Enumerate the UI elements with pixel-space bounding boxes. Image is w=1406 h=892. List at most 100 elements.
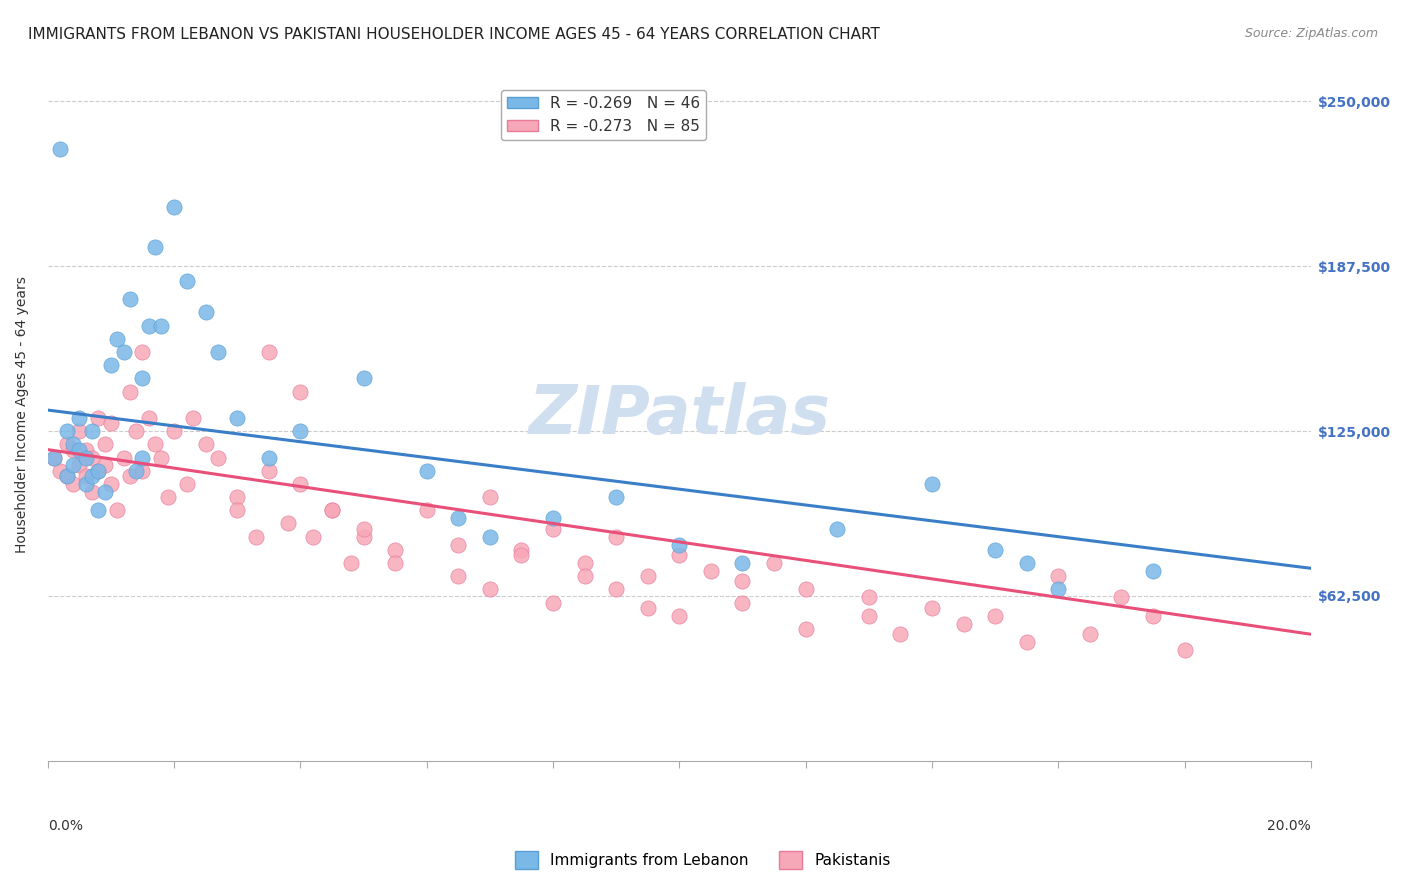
Point [700, 564, 723, 578]
Point [510, 548, 533, 562]
Point [384, 556, 406, 570]
Point [353, 371, 375, 385]
Point [353, 530, 375, 544]
Point [176, 476, 198, 491]
Point [118, 384, 141, 399]
Point [93, 437, 115, 451]
Point [49, 142, 72, 156]
Point [75, 450, 97, 465]
Point [105, 503, 128, 517]
Point [668, 548, 690, 562]
Point [1047, 582, 1070, 597]
Point [290, 476, 312, 491]
Point [353, 522, 375, 536]
Point [478, 490, 501, 504]
Point [541, 511, 564, 525]
Point [67, 458, 90, 473]
Point [80, 484, 103, 499]
Point [605, 530, 627, 544]
Point [1015, 635, 1038, 649]
Point [75, 469, 97, 483]
Point [794, 582, 817, 597]
Point [384, 542, 406, 557]
Point [415, 503, 437, 517]
Point [447, 569, 470, 583]
Point [541, 522, 564, 536]
Point [478, 530, 501, 544]
Point [75, 476, 97, 491]
Point [226, 490, 249, 504]
Point [62, 458, 84, 473]
Point [447, 511, 470, 525]
Point [605, 582, 627, 597]
Point [340, 556, 363, 570]
Point [574, 569, 596, 583]
Point [321, 503, 343, 517]
Point [921, 476, 943, 491]
Point [889, 627, 911, 641]
Point [55, 437, 77, 451]
Point [80, 450, 103, 465]
Point [574, 556, 596, 570]
Point [62, 437, 84, 451]
Legend: Immigrants from Lebanon, Pakistanis: Immigrants from Lebanon, Pakistanis [509, 845, 897, 875]
Point [194, 305, 217, 319]
Point [87, 464, 110, 478]
Point [67, 411, 90, 425]
Point [290, 424, 312, 438]
Legend: R = -0.269   N = 46, R = -0.273   N = 85: R = -0.269 N = 46, R = -0.273 N = 85 [501, 90, 706, 140]
Point [131, 345, 153, 359]
Point [605, 490, 627, 504]
Point [1015, 556, 1038, 570]
Point [207, 450, 229, 465]
Point [668, 608, 690, 623]
Point [302, 530, 325, 544]
Point [984, 608, 1007, 623]
Point [181, 411, 204, 425]
Point [637, 600, 659, 615]
Point [858, 608, 880, 623]
Point [143, 437, 166, 451]
Point [163, 200, 186, 214]
Y-axis label: Householder Income Ages 45 - 64 years: Householder Income Ages 45 - 64 years [15, 277, 30, 553]
Point [731, 574, 754, 589]
Point [118, 469, 141, 483]
Point [415, 464, 437, 478]
Point [921, 600, 943, 615]
Point [825, 522, 848, 536]
Point [62, 476, 84, 491]
Point [49, 464, 72, 478]
Point [1111, 591, 1133, 605]
Point [80, 469, 103, 483]
Point [55, 469, 77, 483]
Point [1047, 569, 1070, 583]
Point [163, 424, 186, 438]
Point [75, 442, 97, 457]
Point [55, 424, 77, 438]
Point [42, 450, 65, 465]
Point [478, 582, 501, 597]
Point [290, 384, 312, 399]
Point [1078, 627, 1101, 641]
Text: 20.0%: 20.0% [1267, 819, 1310, 833]
Point [321, 503, 343, 517]
Point [194, 437, 217, 451]
Point [125, 464, 148, 478]
Point [93, 458, 115, 473]
Point [176, 274, 198, 288]
Point [156, 490, 179, 504]
Point [138, 411, 160, 425]
Point [125, 424, 148, 438]
Point [1142, 564, 1164, 578]
Point [100, 358, 122, 372]
Point [541, 596, 564, 610]
Point [131, 371, 153, 385]
Point [62, 442, 84, 457]
Point [668, 538, 690, 552]
Point [80, 424, 103, 438]
Point [447, 538, 470, 552]
Point [100, 416, 122, 430]
Point [150, 318, 173, 333]
Point [87, 411, 110, 425]
Point [731, 596, 754, 610]
